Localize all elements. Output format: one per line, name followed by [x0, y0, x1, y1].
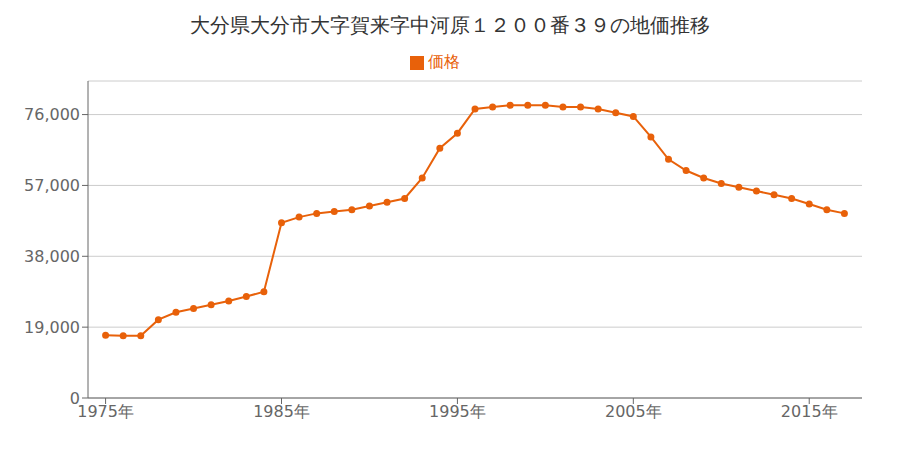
html-text:大分県大分市大字賀来字中河原１２００番３９の地価推移: 大分県大分市大字賀来字中河原１２００番３９の地価推移 — [190, 13, 710, 37]
svg-text:1985年: 1985年 — [253, 402, 310, 421]
html-text:価格: 価格 — [428, 52, 460, 71]
svg-text:76,000: 76,000 — [24, 105, 80, 124]
svg-text:1975年: 1975年 — [77, 402, 134, 421]
svg-text:57,000: 57,000 — [24, 176, 80, 195]
svg-text:38,000: 38,000 — [24, 247, 80, 266]
svg-text:2015年: 2015年 — [781, 402, 838, 421]
svg-text:19,000: 19,000 — [24, 318, 80, 337]
svg-text:2005年: 2005年 — [605, 402, 662, 421]
svg-text:0: 0 — [70, 389, 80, 408]
svg-text:1995年: 1995年 — [429, 402, 486, 421]
